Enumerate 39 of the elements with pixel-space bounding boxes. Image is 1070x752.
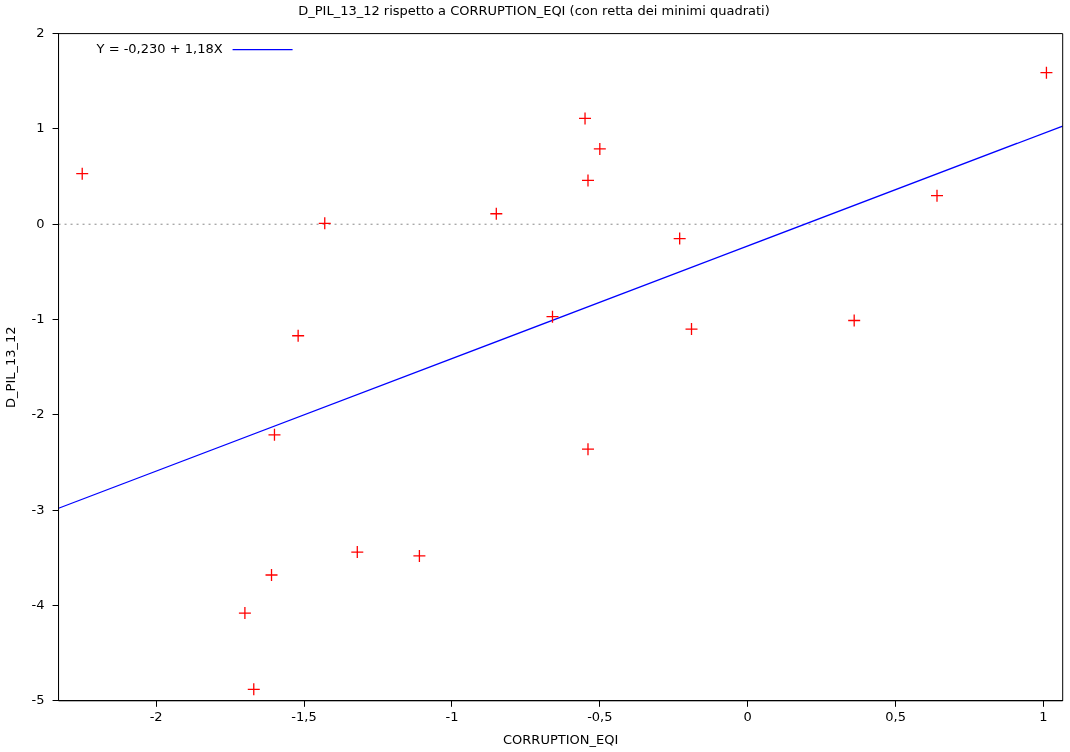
point [673,231,687,246]
x-tick-label: 0 [743,708,752,724]
point [578,111,592,126]
point [1039,66,1054,80]
y-tick-label: 1 [36,120,45,136]
point [291,329,305,343]
y-tick-label: -4 [31,596,45,612]
y-tick-label: -5 [31,692,45,708]
point [489,207,503,221]
y-tick-label: 0 [36,215,45,231]
point [930,188,944,203]
y-axis-title: D_PIL_13_12 [3,326,19,408]
y-tick-label: -1 [31,310,45,326]
point [412,549,427,563]
point [238,606,252,620]
y-tick-label: 2 [36,24,45,40]
x-tick-label: -0,5 [587,708,613,724]
point [267,428,282,442]
x-tick-label: 0,5 [885,708,906,724]
point [593,142,607,156]
x-axis-title: CORRUPTION_EQI [503,731,619,747]
point [264,568,279,582]
point [75,167,89,181]
legend-label: Y = -0,230 + 1,18X [95,40,223,56]
point [247,682,261,697]
x-tick-label: 1 [1039,708,1048,724]
x-tick-label: -2 [149,708,163,724]
point [350,545,364,559]
chart-title: D_PIL_13_12 rispetto a CORRUPTION_EQI (con retta dei minimi quadrati) [298,3,770,19]
point [581,442,595,456]
x-tick-label: -1,5 [291,708,317,724]
point [684,322,699,336]
x-tick-label: -1 [445,708,459,724]
point [581,173,595,188]
point [847,313,861,328]
y-tick-label: -3 [31,501,45,517]
point [318,216,332,230]
y-tick-label: -2 [31,406,45,422]
point [545,310,560,324]
